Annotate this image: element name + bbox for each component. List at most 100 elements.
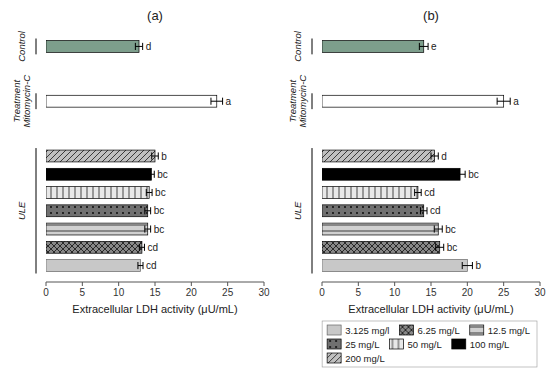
error-bar (462, 262, 472, 269)
legend-label: 6.25 mg/L (418, 325, 460, 336)
bar (46, 187, 149, 199)
x-tick-label: 25 (498, 287, 510, 298)
bar (46, 260, 140, 272)
group-bracket (312, 39, 313, 55)
error-bar (497, 98, 510, 105)
x-tick-label: 15 (149, 287, 161, 298)
bar (322, 168, 460, 180)
group-bracket (36, 93, 37, 109)
significance-label: a (226, 96, 232, 107)
error-bar (419, 43, 428, 50)
significance-label: bc (157, 169, 168, 180)
x-tick-label: 5 (356, 287, 362, 298)
group-label-line: ULE (292, 201, 303, 220)
legend-item: 6.25 mg/L (400, 325, 460, 336)
significance-label: b (161, 151, 167, 162)
legend-label: 3.125 mg/l (345, 325, 389, 336)
legend-item: 200 mg/L (327, 353, 385, 364)
error-bar (455, 171, 465, 178)
bar (322, 260, 467, 272)
x-tick-label: 30 (534, 287, 546, 298)
x-tick (227, 282, 228, 286)
x-tick-label: 20 (462, 287, 474, 298)
bar (322, 223, 438, 235)
significance-label: e (431, 41, 437, 52)
legend-label: 25 mg/L (345, 339, 379, 350)
group-label: TreatmentMitomycin-C (10, 75, 31, 128)
error-bar (420, 207, 427, 214)
significance-label: bc (468, 169, 479, 180)
error-bar (152, 152, 159, 159)
legend-item: 25 mg/L (327, 339, 379, 350)
error-bar (135, 43, 142, 50)
significance-label: bc (154, 224, 165, 235)
x-tick-label: 20 (186, 287, 198, 298)
bar (46, 223, 148, 235)
group-label-line: Mitomycin-C (21, 75, 32, 128)
legend-swatch (400, 325, 414, 335)
x-axis-label: Extracellular LDH activity (μU/mL) (348, 303, 513, 315)
x-tick (394, 282, 395, 286)
group-label-line: Control (16, 30, 27, 62)
x-tick-label: 10 (113, 287, 125, 298)
significance-label: d (441, 151, 447, 162)
x-tick (82, 282, 83, 286)
group-label-line: ULE (16, 201, 27, 220)
x-tick-label: 25 (222, 287, 234, 298)
significance-label: bc (447, 242, 458, 253)
error-bar (211, 98, 223, 105)
marks (46, 41, 223, 272)
figure: (a)dabbcbcbcbccdcd051015202530Extracellu… (0, 0, 552, 380)
group-bracket (36, 39, 37, 55)
title: (b) (423, 8, 439, 23)
group-label-line: Treatment (10, 80, 21, 123)
bar (46, 168, 151, 180)
bar (322, 205, 424, 217)
x-axis-label: Extracellular LDH activity (μU/mL) (72, 303, 237, 315)
x-tick (46, 282, 47, 286)
significance-label: bc (154, 205, 165, 216)
group-bracket (312, 93, 313, 109)
error-bar (431, 152, 438, 159)
bar (46, 41, 139, 53)
error-bar (139, 244, 144, 251)
panel: (a)dabbcbcbcbccdcd051015202530Extracellu… (10, 8, 270, 315)
group-bracket (312, 148, 313, 273)
significance-label: bc (445, 224, 456, 235)
error-bar (138, 262, 143, 269)
error-bar (145, 225, 151, 232)
legend-item: 12.5 mg/L (470, 325, 530, 336)
bar (46, 95, 217, 107)
error-bar (145, 207, 151, 214)
error-bar (434, 225, 442, 232)
significance-label: cd (146, 260, 157, 271)
bar (46, 150, 155, 162)
group-label-line: Treatment (286, 80, 297, 123)
x-tick (503, 282, 504, 286)
x-tick-label: 0 (43, 287, 49, 298)
panel: (b)eadbccdcdbcbcb051015202530Extracellul… (286, 8, 546, 367)
significance-label: cd (147, 242, 158, 253)
legend-item: 100 mg/L (452, 339, 510, 350)
legend-frame (322, 321, 537, 367)
marks (322, 41, 510, 272)
legend-swatch (389, 339, 403, 349)
legend-item: 3.125 mg/l (327, 325, 389, 336)
legend-label: 12.5 mg/L (488, 325, 530, 336)
x-tick-label: 15 (425, 287, 437, 298)
x-tick (467, 282, 468, 286)
legend-label: 200 mg/L (345, 353, 385, 364)
legend-swatch (327, 353, 341, 363)
bar (46, 241, 142, 253)
legend: 3.125 mg/l 6.25 mg/L 12.5 mg/L 25 mg/L 50 mg… (322, 321, 537, 367)
error-bar (436, 244, 444, 251)
bar (322, 150, 435, 162)
significance-label: cd (430, 205, 441, 216)
bar (322, 41, 424, 53)
x-tick-label: 10 (389, 287, 401, 298)
legend-swatch (470, 325, 484, 335)
legend-item: 50 mg/L (389, 339, 441, 350)
significance-label: a (513, 96, 519, 107)
significance-label: cd (424, 187, 435, 198)
group-label: ULE (292, 201, 303, 220)
